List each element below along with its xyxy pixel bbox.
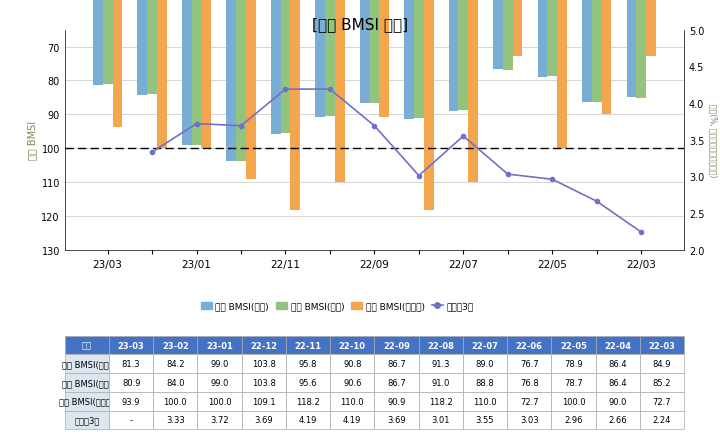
Bar <box>271 0 281 134</box>
국고채3년 <box>281 87 289 92</box>
Bar <box>636 0 646 99</box>
Text: [종합 BMSI 추이]: [종합 BMSI 추이] <box>312 18 408 32</box>
Bar <box>602 0 611 115</box>
Bar <box>592 0 602 103</box>
Bar <box>182 0 192 145</box>
Bar <box>112 0 122 128</box>
Bar <box>404 0 414 120</box>
Bar <box>424 0 433 210</box>
국고채3년 <box>148 150 156 155</box>
국고채3년 <box>237 124 246 129</box>
Line: 국고채3년: 국고채3년 <box>150 88 643 235</box>
Bar <box>103 0 112 85</box>
Bar <box>626 0 636 98</box>
Bar <box>513 0 523 57</box>
Bar <box>226 0 236 162</box>
Bar <box>281 0 290 134</box>
Bar <box>335 0 345 183</box>
국고채3년 <box>192 122 201 127</box>
Y-axis label: 금리(%, 보험사채가격변동기준): 금리(%, 보험사채가격변동기준) <box>708 104 718 177</box>
Bar <box>582 0 592 103</box>
Bar <box>246 0 256 180</box>
Bar <box>93 0 103 86</box>
Bar <box>493 0 503 70</box>
Bar <box>503 0 513 71</box>
국고채3년 <box>503 172 512 177</box>
Bar <box>202 0 211 149</box>
Bar <box>557 0 567 149</box>
Bar <box>157 0 167 149</box>
Bar <box>646 0 656 57</box>
Bar <box>379 0 389 118</box>
국고채3년 <box>593 199 601 205</box>
Bar <box>449 0 459 112</box>
국고채3년 <box>325 87 334 92</box>
Bar <box>138 0 147 95</box>
Y-axis label: 종합 BMSI: 종합 BMSI <box>27 121 37 160</box>
Bar <box>369 0 379 104</box>
Bar <box>468 0 478 183</box>
Bar <box>459 0 468 111</box>
Bar <box>360 0 369 104</box>
Bar <box>147 0 157 95</box>
Bar <box>414 0 424 118</box>
국고채3년 <box>415 173 423 179</box>
Bar <box>538 0 547 78</box>
Bar <box>547 0 557 77</box>
국고채3년 <box>548 177 557 183</box>
국고채3년 <box>370 124 379 129</box>
Bar <box>236 0 246 162</box>
Legend: 종합 BMSI(전체), 종합 BMSI(국내), 종합 BMSI(외국계), 국고채3년: 종합 BMSI(전체), 종합 BMSI(국내), 종합 BMSI(외국계), … <box>197 298 477 314</box>
Bar <box>192 0 202 145</box>
Bar <box>325 0 335 117</box>
Bar <box>290 0 300 210</box>
국고채3년 <box>459 134 468 139</box>
Bar <box>315 0 325 118</box>
국고채3년 <box>637 230 646 235</box>
